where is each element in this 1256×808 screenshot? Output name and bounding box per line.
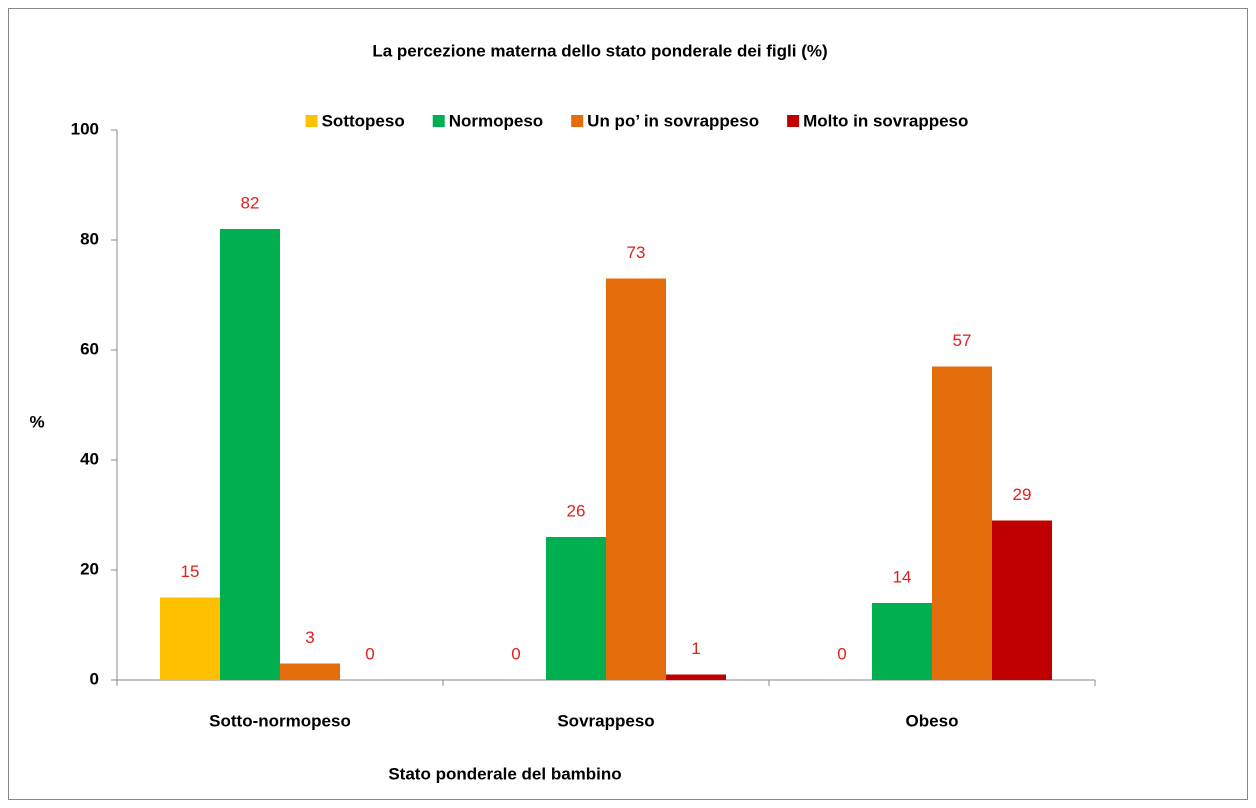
bar [220,229,280,680]
y-tick-label: 60 [80,339,99,358]
legend-swatch [432,115,445,127]
value-label: 26 [567,501,586,520]
bar [280,663,340,680]
legend-swatch [787,115,800,127]
y-tick-label: 40 [80,449,99,468]
legend-label: Molto in sovrappeso [803,111,968,130]
value-label: 29 [1013,485,1032,504]
bar [666,674,726,680]
x-tick-label: Sotto-normopeso [209,711,351,730]
legend-label: Normopeso [449,111,543,130]
x-tick-label: Obeso [906,711,959,730]
bar [160,597,220,680]
bar [992,520,1052,680]
legend-swatch [305,115,318,127]
bar [606,278,666,680]
value-label: 0 [365,644,374,663]
value-label: 0 [511,644,520,663]
value-label: 15 [181,562,200,581]
y-tick-label: 0 [90,669,99,688]
bar [932,366,992,680]
bar [546,537,606,680]
value-label: 3 [305,628,314,647]
y-axis-title: % [29,412,44,431]
chart-title: La percezione materna dello stato ponder… [372,41,827,60]
x-axis-title: Stato ponderale del bambino [388,764,621,783]
y-tick-label: 100 [71,119,99,138]
value-label: 1 [691,639,700,658]
value-label: 82 [241,193,260,212]
value-label: 57 [953,331,972,350]
value-label: 14 [893,567,912,586]
value-label: 0 [837,644,846,663]
legend-label: Un po’ in sovrappeso [587,111,759,130]
legend-label: Sottopeso [322,111,405,130]
y-tick-label: 80 [80,229,99,248]
y-tick-label: 20 [80,559,99,578]
legend-swatch [571,115,584,127]
bar [872,603,932,680]
x-tick-label: Sovrappeso [557,711,654,730]
value-label: 73 [627,243,646,262]
